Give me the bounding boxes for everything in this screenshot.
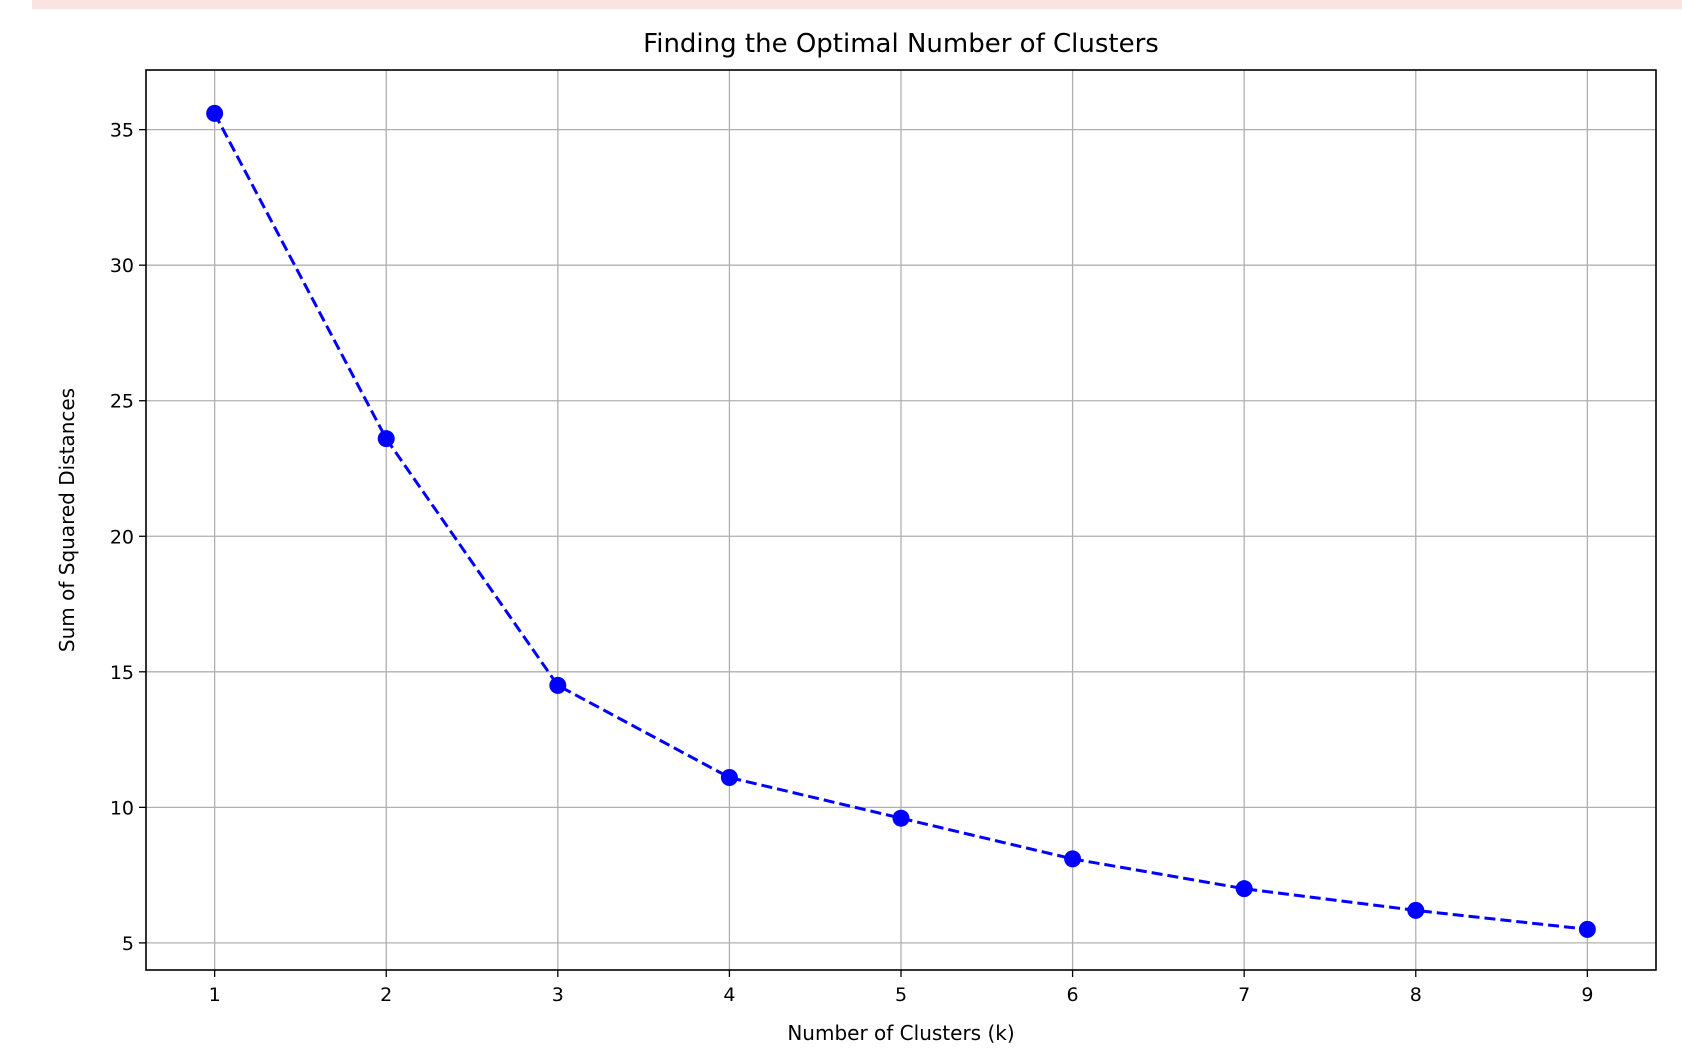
x-axis-label: Number of Clusters (k) [787,1021,1014,1045]
y-tick-label: 15 [110,662,134,684]
data-point-k7 [1235,880,1253,898]
y-tick-label: 10 [110,797,134,819]
x-tick-label: 1 [209,984,221,1006]
y-tick-label: 30 [110,255,134,277]
y-tick-label: 25 [110,391,134,413]
top-banner [32,0,1682,9]
data-point-k6 [1064,850,1082,868]
y-tick-label: 20 [110,526,134,548]
data-point-k1 [206,104,224,122]
series-line [213,112,1588,931]
x-tick-label: 8 [1410,984,1422,1006]
y-axis-label: Sum of Squared Distances [55,388,79,652]
data-point-k8 [1407,901,1425,919]
x-axis-ticks: 1 2 3 4 5 6 7 8 9 [209,970,1593,1006]
chart-title: Finding the Optimal Number of Clusters [643,29,1159,59]
y-axis-ticks: 5 10 15 20 25 30 35 [110,120,146,955]
x-tick-label: 3 [552,984,564,1006]
y-tick-label: 5 [122,933,134,955]
data-point-k9 [1578,920,1596,938]
y-tick-label: 35 [110,120,134,142]
x-tick-label: 4 [723,984,735,1006]
data-point-k3 [549,676,567,694]
data-point-k5 [892,809,910,827]
x-tick-label: 6 [1067,984,1079,1006]
x-tick-label: 9 [1581,984,1593,1006]
series-layer [206,104,1596,938]
x-tick-label: 2 [380,984,392,1006]
data-point-k2 [377,430,395,448]
grid-lines [146,70,1656,970]
x-tick-label: 5 [895,984,907,1006]
x-tick-label: 7 [1238,984,1250,1006]
data-point-k4 [720,769,738,787]
